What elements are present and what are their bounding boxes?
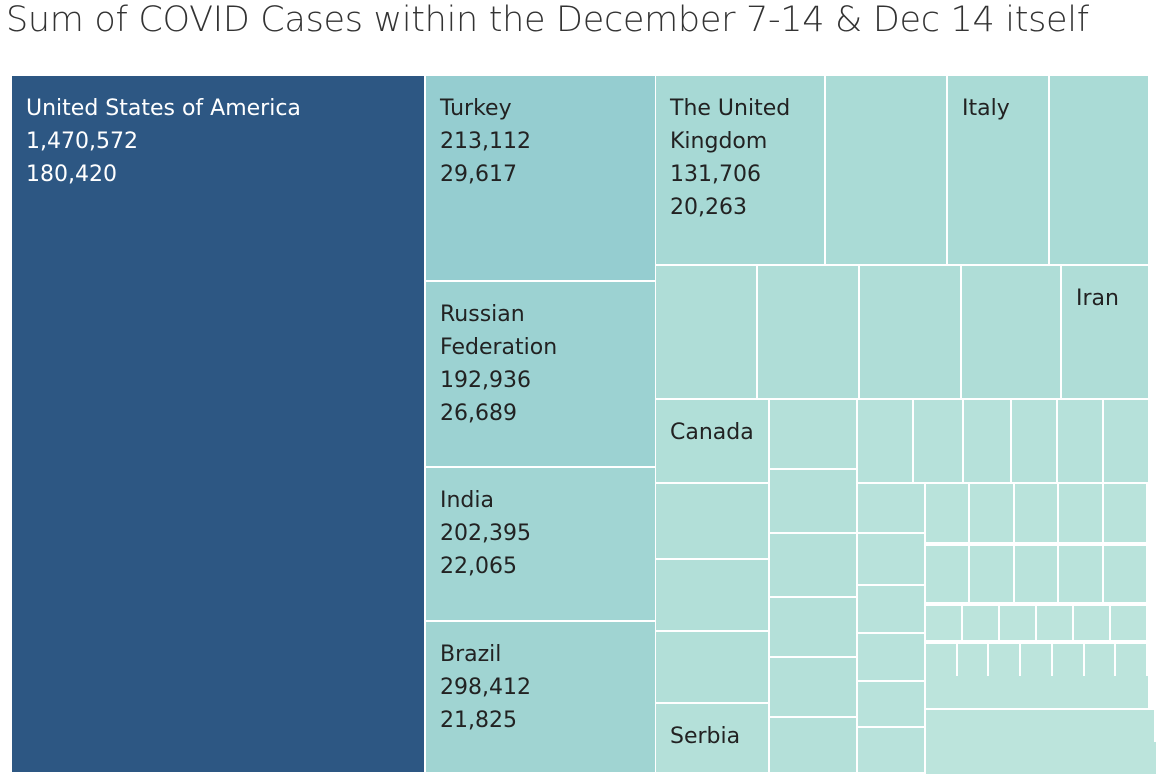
unlabeled-cell <box>770 598 856 656</box>
unlabeled-cell <box>1074 606 1109 640</box>
treemap-cell: Italy <box>948 76 1048 264</box>
unlabeled-cell <box>1092 676 1121 708</box>
unlabeled-cell <box>1059 484 1102 542</box>
unlabeled-cell <box>1125 710 1154 742</box>
unlabeled-cell <box>989 644 1020 676</box>
unlabeled-cell <box>858 728 924 772</box>
unlabeled-cell <box>1116 644 1146 676</box>
cell-cases: 20,263 <box>670 195 747 220</box>
unlabeled-cell <box>858 682 924 726</box>
unlabeled-cell <box>1014 484 1058 542</box>
unlabeled-cell <box>981 676 1010 708</box>
cell-cases: 180,420 <box>26 162 117 187</box>
cell-total: 298,412 <box>440 675 531 700</box>
treemap-cell: Serbia <box>656 704 768 772</box>
unlabeled-cell <box>656 632 768 702</box>
cell-total: 202,395 <box>440 521 531 546</box>
cell-label: Serbia <box>670 724 741 749</box>
unlabeled-cell <box>770 400 856 468</box>
cell-label: Turkey <box>440 96 512 121</box>
unlabeled-cell <box>1050 76 1148 264</box>
unlabeled-cell <box>1103 546 1146 602</box>
cell-total: 1,470,572 <box>26 129 138 154</box>
unlabeled-cell <box>957 644 988 676</box>
unlabeled-cell <box>770 658 856 716</box>
cell-label: Brazil <box>440 642 502 667</box>
unlabeled-cell <box>656 266 756 398</box>
treemap-cell: The United Kingdom 131,706 20,263 <box>656 76 824 264</box>
cell-total: 192,936 <box>440 368 531 393</box>
unlabeled-cell <box>1012 400 1056 482</box>
unlabeled-cell <box>964 400 1010 482</box>
unlabeled-cell <box>770 470 856 532</box>
cell-label: Italy <box>962 96 1010 121</box>
unlabeled-cell <box>1084 644 1115 676</box>
unlabeled-cell <box>926 676 954 708</box>
unlabeled-cell <box>962 266 1060 398</box>
unlabeled-cell <box>926 606 961 640</box>
unlabeled-cell <box>970 546 1013 602</box>
cell-total: 213,112 <box>440 129 531 154</box>
unlabeled-cell <box>1021 644 1051 676</box>
cell-label: The United Kingdom <box>670 96 791 154</box>
treemap-cell: Russian Federation 192,936 26,689 <box>426 282 655 466</box>
unlabeled-cell <box>656 560 768 630</box>
unlabeled-cell <box>826 76 946 264</box>
cell-label: India <box>440 488 494 513</box>
unlabeled-cell <box>926 546 969 602</box>
treemap-cell: United States of America 1,470,572 180,420 <box>12 76 424 772</box>
treemap-cell: Brazil 298,412 21,825 <box>426 622 655 772</box>
cell-cases: 22,065 <box>440 554 517 579</box>
unlabeled-cell <box>1120 676 1149 708</box>
unlabeled-cell <box>1014 546 1058 602</box>
unlabeled-cell <box>1129 742 1156 774</box>
cell-label: Iran <box>1076 286 1119 311</box>
unlabeled-cell <box>770 718 856 772</box>
unlabeled-cell <box>858 400 912 482</box>
cell-total: 131,706 <box>670 162 761 187</box>
unlabeled-cell <box>963 606 998 640</box>
unlabeled-cell <box>1037 606 1072 640</box>
cell-label: Russian Federation <box>440 302 558 360</box>
chart-title: Sum of COVID Cases within the December 7… <box>6 0 1089 40</box>
unlabeled-cell <box>926 484 969 542</box>
unlabeled-cell <box>1058 400 1102 482</box>
cell-label: Canada <box>670 420 754 445</box>
unlabeled-cell <box>1000 606 1035 640</box>
unlabeled-cell <box>858 484 924 532</box>
unlabeled-cell <box>858 634 924 680</box>
unlabeled-cell <box>1052 644 1083 676</box>
unlabeled-cell <box>1037 676 1065 708</box>
unlabeled-cell <box>1103 484 1146 542</box>
treemap-cell: Canada <box>656 400 768 482</box>
unlabeled-cell <box>1009 676 1038 708</box>
unlabeled-cell <box>770 534 856 596</box>
unlabeled-cell <box>926 644 956 676</box>
unlabeled-cell <box>1064 676 1093 708</box>
unlabeled-cell <box>656 484 768 558</box>
treemap-cell: Turkey 213,112 29,617 <box>426 76 655 280</box>
unlabeled-cell <box>1104 400 1148 482</box>
treemap-cell: Iran <box>1062 266 1148 398</box>
unlabeled-cell <box>953 676 982 708</box>
unlabeled-cell <box>970 484 1013 542</box>
unlabeled-cell <box>858 534 924 584</box>
unlabeled-cell <box>758 266 858 398</box>
unlabeled-cell <box>860 266 960 398</box>
cell-label: United States of America <box>26 96 301 121</box>
unlabeled-cell <box>1111 606 1146 640</box>
unlabeled-cell <box>914 400 962 482</box>
unlabeled-cell <box>858 586 924 632</box>
treemap-cell: India 202,395 22,065 <box>426 468 655 620</box>
unlabeled-cell <box>1059 546 1102 602</box>
cell-cases: 29,617 <box>440 162 517 187</box>
cell-cases: 21,825 <box>440 708 517 733</box>
cell-cases: 26,689 <box>440 401 517 426</box>
